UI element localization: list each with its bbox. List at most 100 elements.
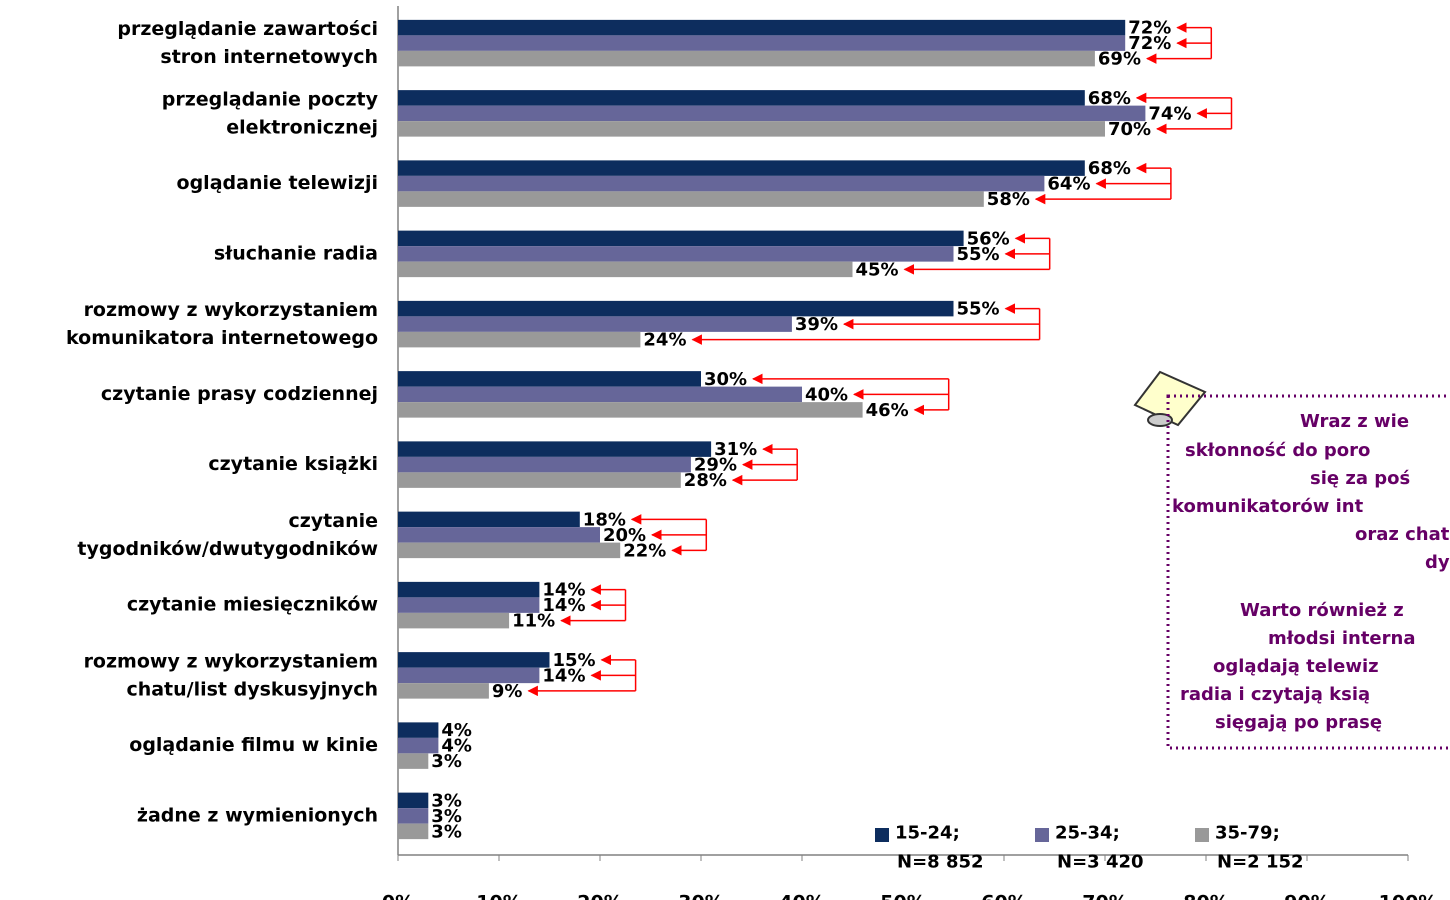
bar [398, 371, 701, 387]
note-text: dy [1425, 552, 1450, 573]
value-label: 14% [542, 595, 585, 616]
category-label: czytanie książki [208, 453, 378, 475]
note-text: radia i czytają ksią [1180, 684, 1370, 705]
value-label: 68% [1088, 158, 1131, 179]
value-label: 68% [1088, 88, 1131, 109]
bar [398, 175, 1045, 192]
category-label: rozmowy z wykorzystaniem chatu/list dysku… [84, 650, 378, 700]
value-label: 70% [1108, 119, 1151, 140]
value-label: 9% [492, 681, 523, 702]
value-label: 55% [957, 244, 1000, 265]
category-label: rozmowy z wykorzystaniem komunikatora int… [66, 299, 378, 349]
value-label: 4% [441, 736, 472, 757]
bar [398, 542, 621, 559]
bar [398, 191, 984, 207]
x-tick-label: 100% [1379, 892, 1438, 900]
bar [398, 35, 1126, 51]
value-label: 3% [431, 806, 462, 827]
bar [398, 90, 1085, 106]
x-tick-label: 90% [1284, 892, 1329, 900]
value-label: 3% [431, 751, 462, 772]
x-tick-label: 0% [382, 892, 414, 900]
note-text: Wraz z wie [1300, 411, 1409, 432]
x-tick-label: 40% [779, 892, 824, 900]
bar [398, 527, 600, 543]
category-label: czytanie tygodników/dwutygodników [77, 509, 378, 559]
note-text: skłonność do poro [1185, 440, 1370, 461]
bar [398, 683, 489, 699]
value-label: 20% [603, 525, 646, 546]
note-text: oraz chat [1355, 524, 1450, 545]
value-label: 14% [542, 665, 585, 686]
value-label: 29% [694, 455, 737, 476]
note-box [1166, 394, 1450, 750]
value-label: 40% [805, 384, 848, 405]
bar [398, 300, 954, 317]
bar [398, 511, 580, 528]
category-label: przeglądanie poczty elektronicznej [162, 88, 379, 138]
value-label: 72% [1128, 18, 1171, 39]
note-text: oglądają telewiz [1213, 656, 1379, 677]
note-icon [1133, 370, 1207, 427]
legend-label: 25-34; N=3 420 [1055, 823, 1144, 873]
bar [398, 737, 439, 754]
bar [398, 597, 540, 613]
value-label: 39% [795, 314, 838, 335]
legend-swatch [1035, 828, 1049, 842]
note-text: młodsi interna [1268, 628, 1415, 649]
bar [398, 612, 510, 629]
x-tick-label: 10% [476, 892, 521, 900]
bar [398, 316, 792, 332]
bar [398, 121, 1105, 137]
legend-swatch [875, 828, 889, 842]
value-label: 4% [441, 720, 472, 741]
bar [398, 230, 964, 247]
bar [398, 722, 439, 738]
legend-label: 35-79; N=2 152 [1215, 823, 1304, 873]
value-label: 46% [866, 400, 909, 421]
bar [398, 105, 1146, 122]
value-label: 74% [1148, 103, 1191, 124]
bar [398, 823, 429, 840]
legend-label: 15-24; N=8 852 [895, 823, 984, 873]
value-label: 45% [856, 259, 899, 280]
bar [398, 246, 954, 262]
value-label: 11% [512, 611, 555, 632]
bar [398, 472, 681, 488]
value-label: 28% [684, 470, 727, 491]
bar [398, 581, 540, 598]
value-label: 56% [967, 228, 1010, 249]
value-label: 69% [1098, 49, 1141, 70]
bar [398, 652, 550, 668]
bar [398, 160, 1085, 176]
value-label: 3% [431, 821, 462, 842]
value-label: 15% [553, 650, 596, 671]
category-label: czytanie prasy codziennej [101, 383, 378, 405]
bar [398, 261, 853, 278]
category-label: czytanie miesięczników [127, 594, 378, 616]
category-label: słuchanie radia [214, 242, 378, 264]
bar [398, 441, 712, 457]
value-label: 55% [957, 299, 1000, 320]
value-label: 64% [1047, 174, 1090, 195]
category-label: oglądanie filmu w kinie [129, 734, 378, 756]
value-label: 22% [623, 540, 666, 561]
x-tick-label: 60% [981, 892, 1026, 900]
bar [398, 386, 802, 403]
bar [398, 50, 1095, 67]
legend-swatch [1195, 828, 1209, 842]
bar [398, 667, 540, 684]
bar [398, 808, 429, 824]
x-tick-label: 30% [678, 892, 723, 900]
note-text: komunikatorów int [1172, 496, 1364, 517]
category-label: oglądanie telewizji [177, 172, 378, 194]
value-label: 24% [643, 330, 686, 351]
bar [398, 753, 429, 769]
value-label: 72% [1128, 33, 1171, 54]
note-text: Warto również z [1240, 600, 1404, 621]
x-tick-label: 50% [880, 892, 925, 900]
bar [398, 456, 691, 473]
category-label: przeglądanie zawartości stron internetowy… [117, 18, 378, 68]
value-label: 3% [431, 790, 462, 811]
